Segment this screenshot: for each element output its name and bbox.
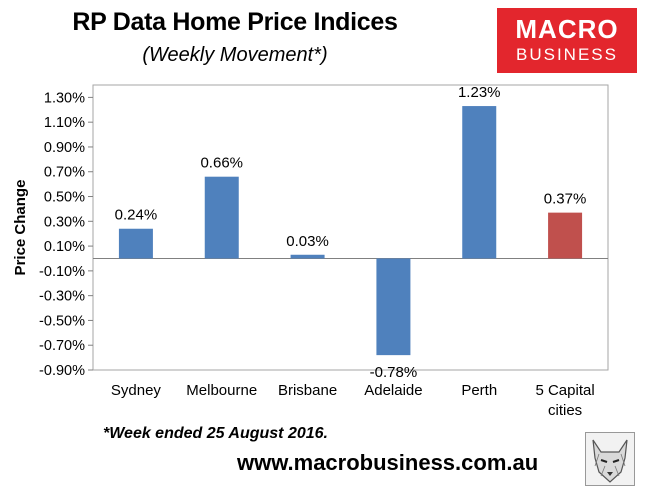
x-tick-label: Brisbane xyxy=(278,382,337,399)
bar xyxy=(118,228,153,259)
y-tick-label: -0.90% xyxy=(39,363,85,379)
data-label: 0.66% xyxy=(200,155,243,172)
bar xyxy=(290,254,325,259)
bar xyxy=(462,106,497,259)
wolf-head-icon xyxy=(585,432,635,486)
bar xyxy=(376,258,411,356)
y-tick-label: 0.10% xyxy=(44,239,85,255)
chart-subtitle: (Weekly Movement*) xyxy=(142,44,328,66)
website-url: www.macrobusiness.com.au xyxy=(237,450,539,475)
y-tick-label: 0.50% xyxy=(44,190,85,206)
logo-line-2: BUSINESS xyxy=(516,45,618,64)
chart-title: RP Data Home Price Indices xyxy=(72,8,398,36)
y-tick-label: -0.10% xyxy=(39,264,85,280)
bar xyxy=(548,212,583,259)
plot-area-border xyxy=(92,84,609,371)
x-tick-label: Perth xyxy=(461,382,497,399)
data-label: 0.24% xyxy=(115,207,158,224)
y-tick-label: -0.30% xyxy=(39,289,85,305)
y-tick-label: 0.90% xyxy=(44,140,85,156)
y-tick-label: -0.70% xyxy=(39,338,85,354)
x-tick-label: Melbourne xyxy=(186,382,257,399)
y-tick-label: 0.70% xyxy=(44,165,85,181)
bar xyxy=(204,176,239,259)
data-label: 0.37% xyxy=(544,191,587,208)
x-tick-label: Adelaide xyxy=(364,382,422,399)
y-tick-label: 0.30% xyxy=(44,214,85,230)
macrobusiness-logo: MACRO BUSINESS xyxy=(497,8,637,73)
x-tick-label: 5 Capital xyxy=(535,382,594,399)
bar-chart: 1.30% 1.10% 0.90% 0.70% 0.50% 0.30% 0.10% -0.10… xyxy=(12,84,609,419)
y-axis-title: Price Change xyxy=(12,180,29,276)
data-label: 0.03% xyxy=(286,233,329,250)
footnote: *Week ended 25 August 2016. xyxy=(103,425,328,442)
logo-line-1: MACRO xyxy=(515,14,619,44)
y-tick-label: 1.30% xyxy=(44,90,85,106)
y-tick-label: 1.10% xyxy=(44,115,85,131)
data-label: 1.23% xyxy=(458,84,501,101)
x-tick-label: cities xyxy=(548,402,582,419)
x-tick-label: Sydney xyxy=(111,382,162,399)
y-tick-label: -0.50% xyxy=(39,313,85,329)
data-label: -0.78% xyxy=(370,364,418,381)
